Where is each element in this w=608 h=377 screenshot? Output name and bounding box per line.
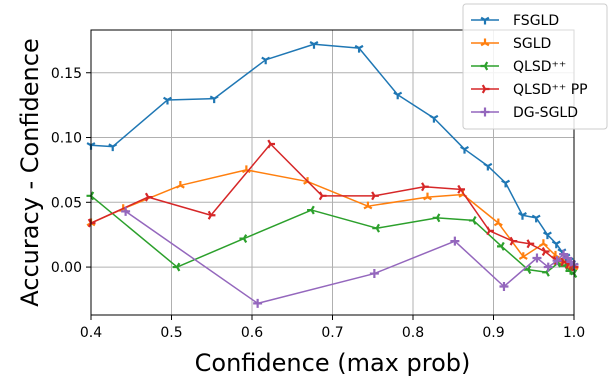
data-point [144, 192, 153, 202]
legend-marker [480, 61, 489, 71]
data-point [501, 179, 511, 188]
data-point [429, 114, 439, 123]
data-point [460, 145, 469, 154]
data-point [108, 143, 118, 152]
legend-marker [481, 84, 490, 94]
data-point [175, 180, 185, 189]
data-point [541, 247, 550, 256]
data-point [542, 231, 552, 240]
data-point [354, 44, 364, 53]
legend-item: DG-SGLD [471, 105, 578, 121]
legend-item: FSGLD [471, 13, 559, 29]
data-point [518, 252, 528, 260]
x-tick-label: 0.4 [80, 325, 102, 341]
x-tick-label: 0.6 [241, 325, 263, 341]
legend-marker [480, 16, 490, 25]
legend-marker [480, 107, 490, 117]
legend-item: QLSD⁺⁺ PP [471, 82, 588, 98]
data-point [486, 226, 494, 236]
y-tick-label: 0.00 [51, 260, 82, 276]
data-point [121, 206, 131, 216]
legend-label: QLSD⁺⁺ [513, 59, 566, 75]
data-point [532, 253, 542, 263]
x-tick-label: 0.9 [482, 325, 504, 341]
data-point [499, 282, 509, 291]
legend-label: SGLD [513, 36, 551, 52]
legend-item: SGLD [471, 36, 551, 52]
legend-box [462, 3, 608, 130]
data-point [318, 191, 327, 201]
data-point [531, 214, 541, 223]
x-axis-ticks: 0.4 0.5 0.6 0.7 0.8 0.9 1.0 [80, 315, 585, 341]
x-tick-label: 0.8 [402, 325, 424, 341]
legend-label: QLSD⁺⁺ PP [513, 82, 588, 98]
data-point [552, 256, 562, 266]
data-point [163, 96, 172, 105]
data-point [423, 192, 432, 201]
x-tick-label: 0.5 [160, 325, 182, 341]
data-point [421, 182, 429, 192]
data-point [543, 262, 553, 272]
y-axis-ticks: 0.00 0.05 0.10 0.15 [51, 66, 91, 276]
data-point [307, 205, 315, 215]
data-point [369, 269, 379, 279]
y-axis-label: Accuracy - Confidence [16, 38, 44, 306]
y-tick-label: 0.15 [51, 66, 82, 82]
data-point [309, 41, 319, 49]
data-point [261, 56, 271, 65]
data-point [86, 191, 95, 201]
data-point [267, 139, 276, 149]
data-point [509, 236, 518, 246]
legend-label: FSGLD [513, 13, 559, 29]
data-point [483, 162, 493, 171]
x-tick-label: 0.7 [321, 325, 343, 341]
legend-marker [480, 38, 490, 47]
legend-item: QLSD⁺⁺ [471, 59, 566, 75]
data-point [497, 241, 505, 251]
data-point [457, 184, 465, 194]
legend-label: DG-SGLD [513, 105, 578, 121]
x-tick-label: 1.0 [563, 325, 585, 341]
data-point [551, 240, 561, 249]
data-point [393, 91, 403, 100]
series-layer [86, 41, 579, 308]
data-point [209, 95, 219, 104]
data-point [526, 239, 535, 249]
legend: FSGLD SGLD QLSD⁺⁺ QLSD⁺⁺ PP DG-SGLD [462, 3, 608, 130]
data-point [518, 212, 527, 220]
data-point [432, 213, 441, 223]
data-point [363, 201, 373, 210]
data-point [450, 236, 460, 246]
series-5 [121, 206, 579, 308]
data-point [468, 215, 477, 225]
data-point [207, 210, 216, 220]
x-axis-label: Confidence (max prob) [195, 349, 471, 377]
series-4 [87, 139, 579, 272]
data-point [172, 262, 181, 272]
data-point [253, 298, 263, 308]
y-tick-label: 0.05 [51, 195, 82, 211]
data-point [239, 234, 248, 244]
y-tick-label: 0.10 [51, 131, 82, 147]
data-point [371, 191, 379, 201]
data-point [538, 239, 548, 247]
data-point [372, 223, 380, 233]
series-line [125, 210, 575, 305]
data-point [493, 218, 503, 227]
